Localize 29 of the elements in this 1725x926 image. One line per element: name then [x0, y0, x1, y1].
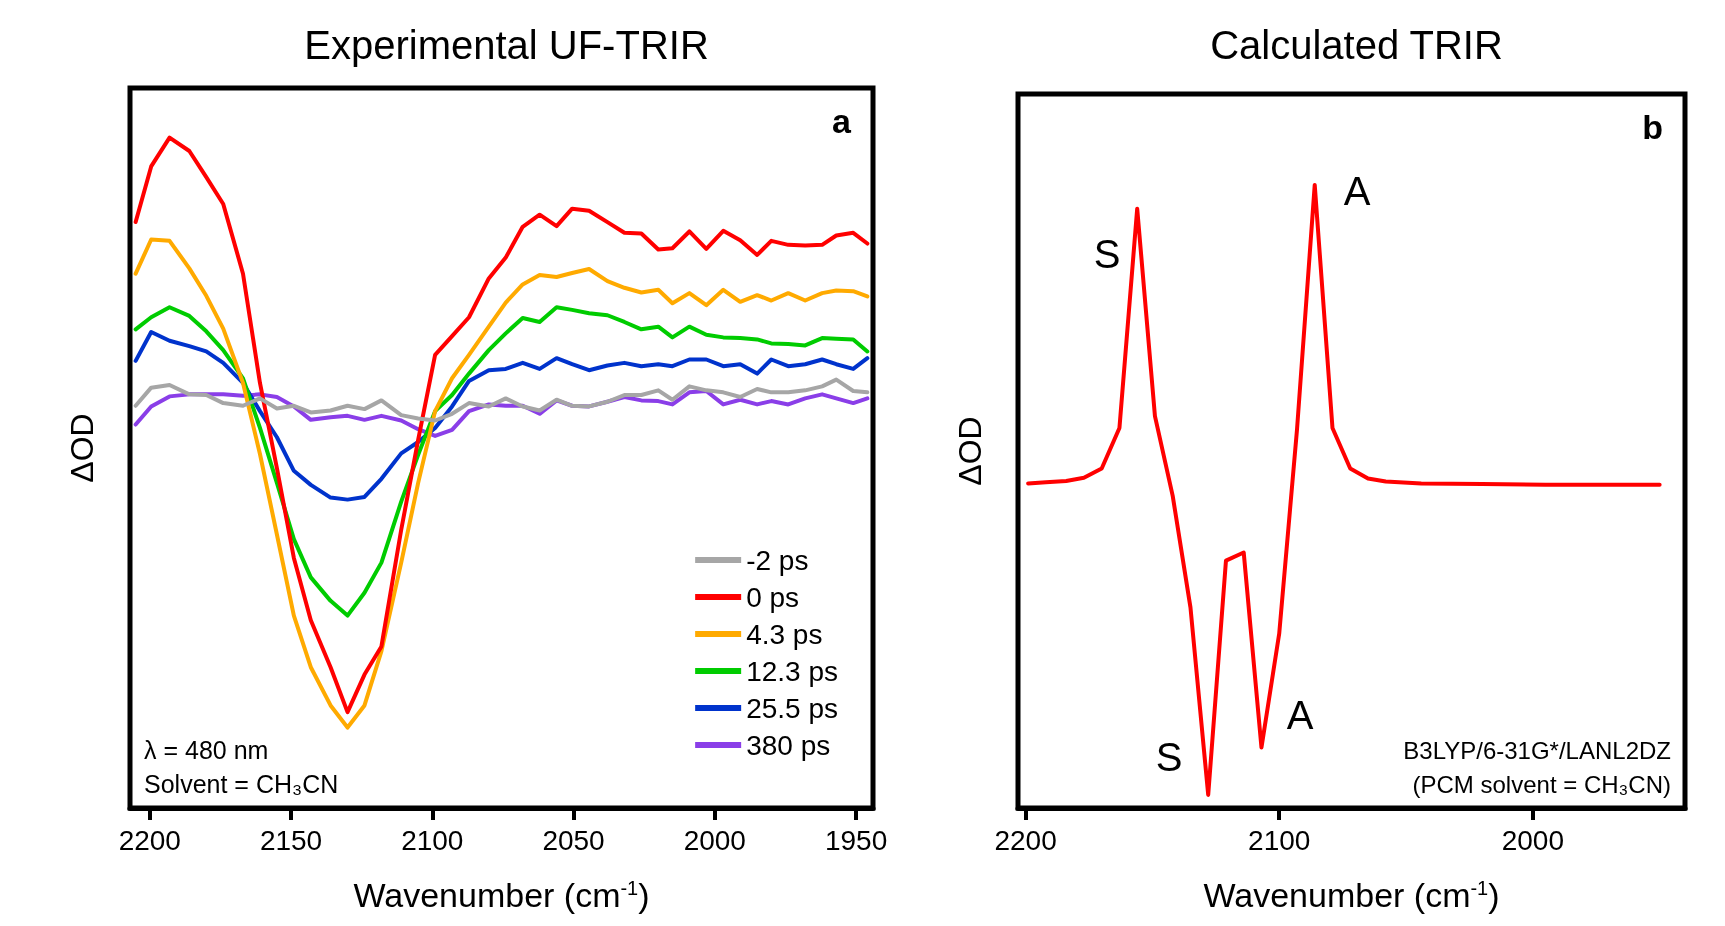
x-tick-label: 2200 — [118, 824, 181, 856]
legend-label: -2 ps — [746, 544, 809, 576]
x-tick-label: 2050 — [542, 824, 605, 856]
legend-label: 12.3 ps — [746, 655, 839, 687]
legend-label: 380 ps — [746, 729, 831, 761]
x-tick-label: 1950 — [824, 824, 888, 856]
annotation: λ = 480 nm — [144, 735, 269, 764]
annotation: (PCM solvent = CH₃CN) — [1412, 770, 1671, 798]
chart-title: Calculated TRIR — [1210, 23, 1503, 67]
y-axis-title: ΔOD — [64, 413, 100, 483]
x-tick-label: 2100 — [1248, 824, 1311, 856]
annotation: A — [1286, 693, 1314, 737]
annotation: S — [1093, 232, 1121, 276]
annotation: S — [1155, 735, 1183, 779]
x-tick-label: 2200 — [994, 824, 1057, 856]
legend-label: 0 ps — [746, 581, 800, 613]
legend-label: 25.5 ps — [746, 692, 839, 724]
annotation: Solvent = CH₃CN — [144, 769, 339, 798]
x-tick-label: 2150 — [259, 824, 323, 856]
annotation: a — [832, 102, 853, 140]
x-tick-label: 2000 — [683, 824, 746, 856]
text: b — [1642, 108, 1663, 146]
x-tick-label: 2000 — [1501, 824, 1564, 856]
x-tick-label: 2100 — [401, 824, 464, 856]
chart-title: Experimental UF-TRIR — [304, 23, 709, 67]
annotation: B3LYP/6-31G*/LANL2DZ — [1403, 736, 1671, 764]
annotation: A — [1343, 169, 1371, 213]
y-axis-title: ΔOD — [952, 416, 988, 486]
legend-label: 4.3 ps — [746, 618, 823, 650]
